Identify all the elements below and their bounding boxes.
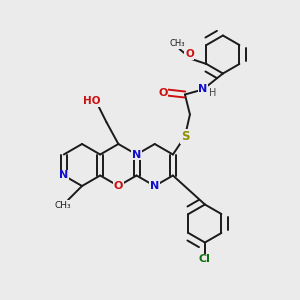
Text: O: O — [158, 88, 168, 98]
Text: O: O — [114, 181, 123, 191]
Text: N: N — [150, 181, 159, 191]
Text: N: N — [59, 170, 68, 181]
Text: H: H — [209, 88, 217, 98]
Text: N: N — [198, 85, 208, 94]
Text: CH₃: CH₃ — [55, 200, 71, 209]
Text: Cl: Cl — [199, 254, 211, 265]
Text: O: O — [185, 49, 194, 59]
Text: CH₃: CH₃ — [170, 40, 185, 49]
Text: S: S — [181, 130, 189, 143]
Text: HO: HO — [82, 96, 100, 106]
Text: N: N — [132, 149, 141, 160]
